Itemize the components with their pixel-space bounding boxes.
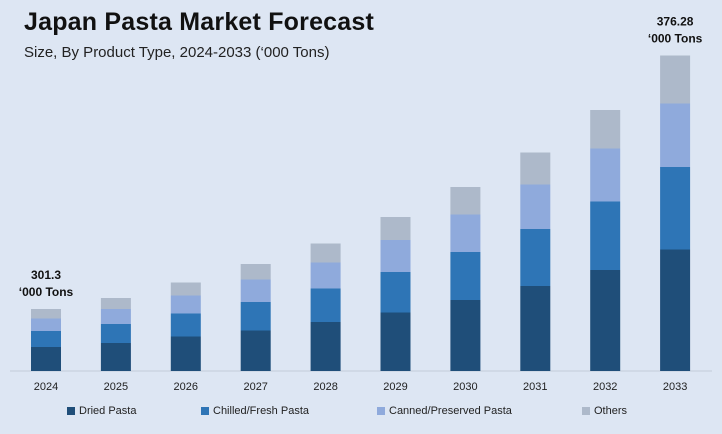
- bar-segment-canned-2030: [450, 214, 481, 252]
- bar-segment-others-2029: [380, 217, 411, 240]
- legend-swatch: [582, 407, 590, 415]
- bar-segment-chilled-2024: [31, 331, 61, 347]
- bar-segment-others-2025: [100, 298, 131, 309]
- bar-segment-chilled-2025: [100, 324, 131, 343]
- bar-segment-dried-2032: [590, 270, 621, 371]
- bar-segment-chilled-2032: [590, 201, 621, 270]
- legend-item-chilled: Chilled/Fresh Pasta: [201, 405, 309, 417]
- bar-segment-others-2032: [590, 110, 621, 149]
- bar-segment-chilled-2030: [450, 252, 481, 300]
- bar-segment-others-2027: [240, 264, 271, 280]
- data-label-2033-line2: ‘000 Tons: [648, 32, 703, 46]
- x-tick-label: 2030: [453, 381, 477, 393]
- x-tick-label: 2026: [174, 381, 198, 393]
- chart-subtitle: Size, By Product Type, 2024-2033 (‘000 T…: [24, 44, 330, 61]
- bar-segment-dried-2033: [660, 249, 691, 371]
- legend-item-dried: Dried Pasta: [67, 405, 136, 417]
- bar-segment-dried-2030: [450, 300, 481, 371]
- chart-legend: Dried Pasta Chilled/Fresh Pasta Canned/Pre…: [0, 405, 722, 423]
- bar-segment-dried-2026: [170, 336, 201, 371]
- bar-segment-dried-2024: [31, 347, 61, 371]
- bar-segment-canned-2025: [100, 309, 131, 324]
- x-tick-label: 2033: [663, 381, 687, 393]
- x-tick-label: 2028: [313, 381, 337, 393]
- bar-segment-canned-2029: [380, 240, 411, 272]
- x-tick-label: 2029: [383, 381, 407, 393]
- legend-swatch: [67, 407, 75, 415]
- x-tick-label: 2027: [243, 381, 267, 393]
- bar-segment-chilled-2031: [520, 229, 551, 286]
- legend-swatch: [201, 407, 209, 415]
- bar-segment-dried-2025: [100, 343, 131, 371]
- legend-label: Others: [594, 405, 628, 417]
- legend-swatch: [377, 407, 385, 415]
- x-tick-label: 2024: [34, 381, 58, 393]
- x-tick-label: 2031: [523, 381, 547, 393]
- bar-segment-dried-2027: [240, 330, 271, 371]
- bar-segment-dried-2029: [380, 312, 411, 371]
- bar-segment-others-2030: [450, 187, 481, 215]
- bar-segment-others-2026: [170, 282, 201, 296]
- bar-segment-others-2033: [660, 55, 691, 104]
- bar-segment-dried-2031: [520, 286, 551, 371]
- bar-segment-chilled-2029: [380, 272, 411, 313]
- bar-segment-canned-2033: [660, 103, 691, 167]
- legend-label: Chilled/Fresh Pasta: [213, 405, 309, 417]
- bar-segment-chilled-2027: [240, 302, 271, 331]
- bar-segment-others-2024: [31, 309, 61, 319]
- bar-segment-chilled-2026: [170, 313, 201, 337]
- legend-item-canned: Canned/Preserved Pasta: [377, 405, 512, 417]
- legend-label: Canned/Preserved Pasta: [389, 405, 512, 417]
- bar-segment-dried-2028: [310, 322, 341, 371]
- data-label-2033-line1: 376.28: [657, 15, 694, 29]
- legend-item-others: Others: [582, 405, 627, 417]
- legend-label: Dried Pasta: [79, 405, 137, 417]
- chart-title: Japan Pasta Market Forecast: [24, 8, 375, 36]
- bar-segment-canned-2027: [240, 279, 271, 302]
- x-tick-label: 2025: [104, 381, 128, 393]
- bar-segment-canned-2026: [170, 295, 201, 314]
- bar-segment-chilled-2033: [660, 167, 691, 250]
- bar-segment-others-2031: [520, 152, 551, 185]
- bar-segment-canned-2031: [520, 184, 551, 229]
- bar-segment-others-2028: [310, 243, 341, 263]
- bar-segment-canned-2032: [590, 148, 621, 202]
- data-label-2024-line1: 301.3: [31, 268, 61, 282]
- bar-segment-canned-2024: [31, 318, 61, 331]
- x-tick-label: 2032: [593, 381, 617, 393]
- data-label-2024-line2: ‘000 Tons: [19, 285, 74, 299]
- bar-segment-canned-2028: [310, 262, 341, 289]
- bar-segment-chilled-2028: [310, 288, 341, 322]
